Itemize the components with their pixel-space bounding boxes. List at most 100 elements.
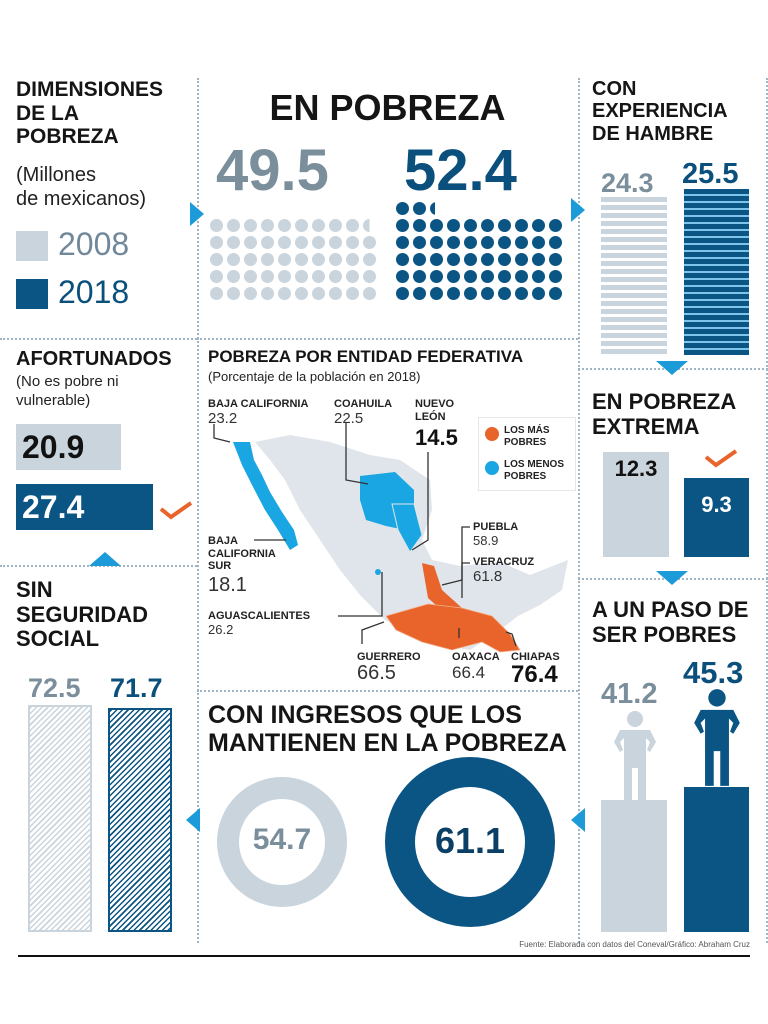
pictogram-dot (329, 270, 342, 283)
pictogram-dot (481, 219, 494, 232)
divider (766, 78, 768, 943)
afortunados-subtitle: (No es pobre ni vulnerable) (16, 373, 119, 409)
legend-swatch-mas-pobres (485, 427, 499, 441)
pictogram-dot (278, 253, 291, 266)
value-baja-california-sur: 18.1 (208, 574, 247, 596)
value-2008: 20.9 (22, 429, 85, 465)
legend-swatch-2018 (16, 279, 48, 309)
pictogram-dot (210, 270, 223, 283)
pictogram-dot (464, 270, 477, 283)
paso-title: A UN PASO DE SER POBRES (592, 597, 749, 647)
legend-menos-pobres: LOS MENOS POBRES (504, 459, 565, 482)
value-2018: 25.5 (682, 158, 739, 190)
pictogram-dot (329, 287, 342, 300)
pictogram-dot (413, 253, 426, 266)
legend-swatch-menos-pobres (485, 461, 499, 475)
bar-2008 (28, 705, 92, 932)
value-2008: 49.5 (216, 138, 329, 203)
pictogram-dot (498, 270, 511, 283)
footer-rule (18, 955, 750, 957)
pictogram-dot (532, 236, 545, 249)
bar-2008 (601, 197, 667, 355)
pictogram-dot (430, 287, 443, 300)
person-icon (614, 711, 656, 801)
pictogram-dot (532, 287, 545, 300)
legend-subtitle: (Millones de mexicanos) (16, 164, 147, 210)
pictogram-dot (278, 270, 291, 283)
pictogram-dot (413, 236, 426, 249)
pictogram-dot (346, 253, 359, 266)
arrow-left-icon (571, 808, 585, 832)
pictogram-dot (498, 219, 511, 232)
value-2008: 41.2 (601, 678, 658, 710)
label-baja-california: BAJA CALIFORNIA (208, 398, 309, 410)
pictogram-dot (261, 219, 274, 232)
value-2018: 27.4 (22, 489, 85, 525)
pictogram-dot (464, 253, 477, 266)
pictogram-dot (396, 219, 409, 232)
pedestal-2008 (601, 800, 667, 932)
divider (197, 690, 578, 692)
state-nuevo-leon (391, 503, 423, 553)
pictogram-dot (261, 253, 274, 266)
pictogram-dot (227, 287, 240, 300)
pictogram-dot (396, 287, 409, 300)
pictogram-dot (227, 236, 240, 249)
pictogram-dot (498, 236, 511, 249)
value-2018: 9.3 (701, 491, 732, 517)
pictogram-dot (244, 253, 257, 266)
pictogram-dot (363, 270, 376, 283)
arrow-right-icon (190, 202, 204, 226)
legend-label-2008: 2008 (58, 226, 130, 262)
pictogram-dot (413, 219, 426, 232)
pictogram-dot (346, 219, 359, 232)
seguridad-title: SIN SEGURIDAD SOCIAL (16, 577, 149, 652)
arrow-down-icon (656, 361, 688, 375)
pictogram-dot (329, 236, 342, 249)
pictogram-dot (261, 287, 274, 300)
state-aguascalientes (375, 569, 381, 575)
check-icon (159, 501, 193, 520)
label-coahuila: COAHUILA (334, 398, 393, 410)
value-2018: 61.1 (434, 820, 506, 861)
pictogram-dot (278, 287, 291, 300)
pictogram-dot (210, 287, 223, 300)
pictogram-dot (515, 287, 528, 300)
afortunados-title: AFORTUNADOS (16, 348, 172, 370)
pictogram-dot (346, 287, 359, 300)
value-chiapas: 76.4 (511, 661, 558, 688)
state-veracruz-puebla (422, 563, 462, 614)
person-icon (694, 689, 740, 786)
pictogram-dot (295, 219, 308, 232)
pictogram-dot (278, 219, 291, 232)
value-2018: 52.4 (404, 138, 517, 203)
pictogram-dot (227, 219, 240, 232)
bar-2008: 12.3 (603, 452, 669, 557)
pictogram-dot (481, 270, 494, 283)
divider (197, 338, 578, 340)
pictogram-dot (244, 236, 257, 249)
source-credit: Fuente: Elaborada con datos del Coneval/… (519, 940, 750, 949)
state-guerrero-oaxaca-chiapas (385, 603, 521, 653)
en-pobreza-title: EN POBREZA (269, 87, 506, 128)
legend-label-2018: 2018 (58, 274, 130, 310)
value-oaxaca: 66.4 (452, 663, 486, 682)
pictogram-dot (312, 270, 325, 283)
bar-2018: 9.3 (684, 477, 749, 557)
pictogram-dot (464, 219, 477, 232)
extrema-title: EN POBREZA EXTREMA (592, 389, 737, 439)
pictogram-dot (549, 270, 562, 283)
pictogram-dot (481, 236, 494, 249)
label-veracruz: VERACRUZ (473, 556, 535, 568)
pictogram-dot (312, 219, 325, 232)
pictogram-dot (515, 253, 528, 266)
pictogram-dot (413, 287, 426, 300)
pictogram-dot (363, 287, 376, 300)
pictogram-dot (413, 270, 426, 283)
pictogram-dot (464, 287, 477, 300)
pictogram-dot (363, 253, 376, 266)
pedestal-2018 (684, 787, 749, 932)
bar-2018 (108, 707, 172, 932)
pictogram-dot (396, 202, 409, 215)
legend-mas-pobres: LOS MÁS POBRES (504, 425, 550, 448)
